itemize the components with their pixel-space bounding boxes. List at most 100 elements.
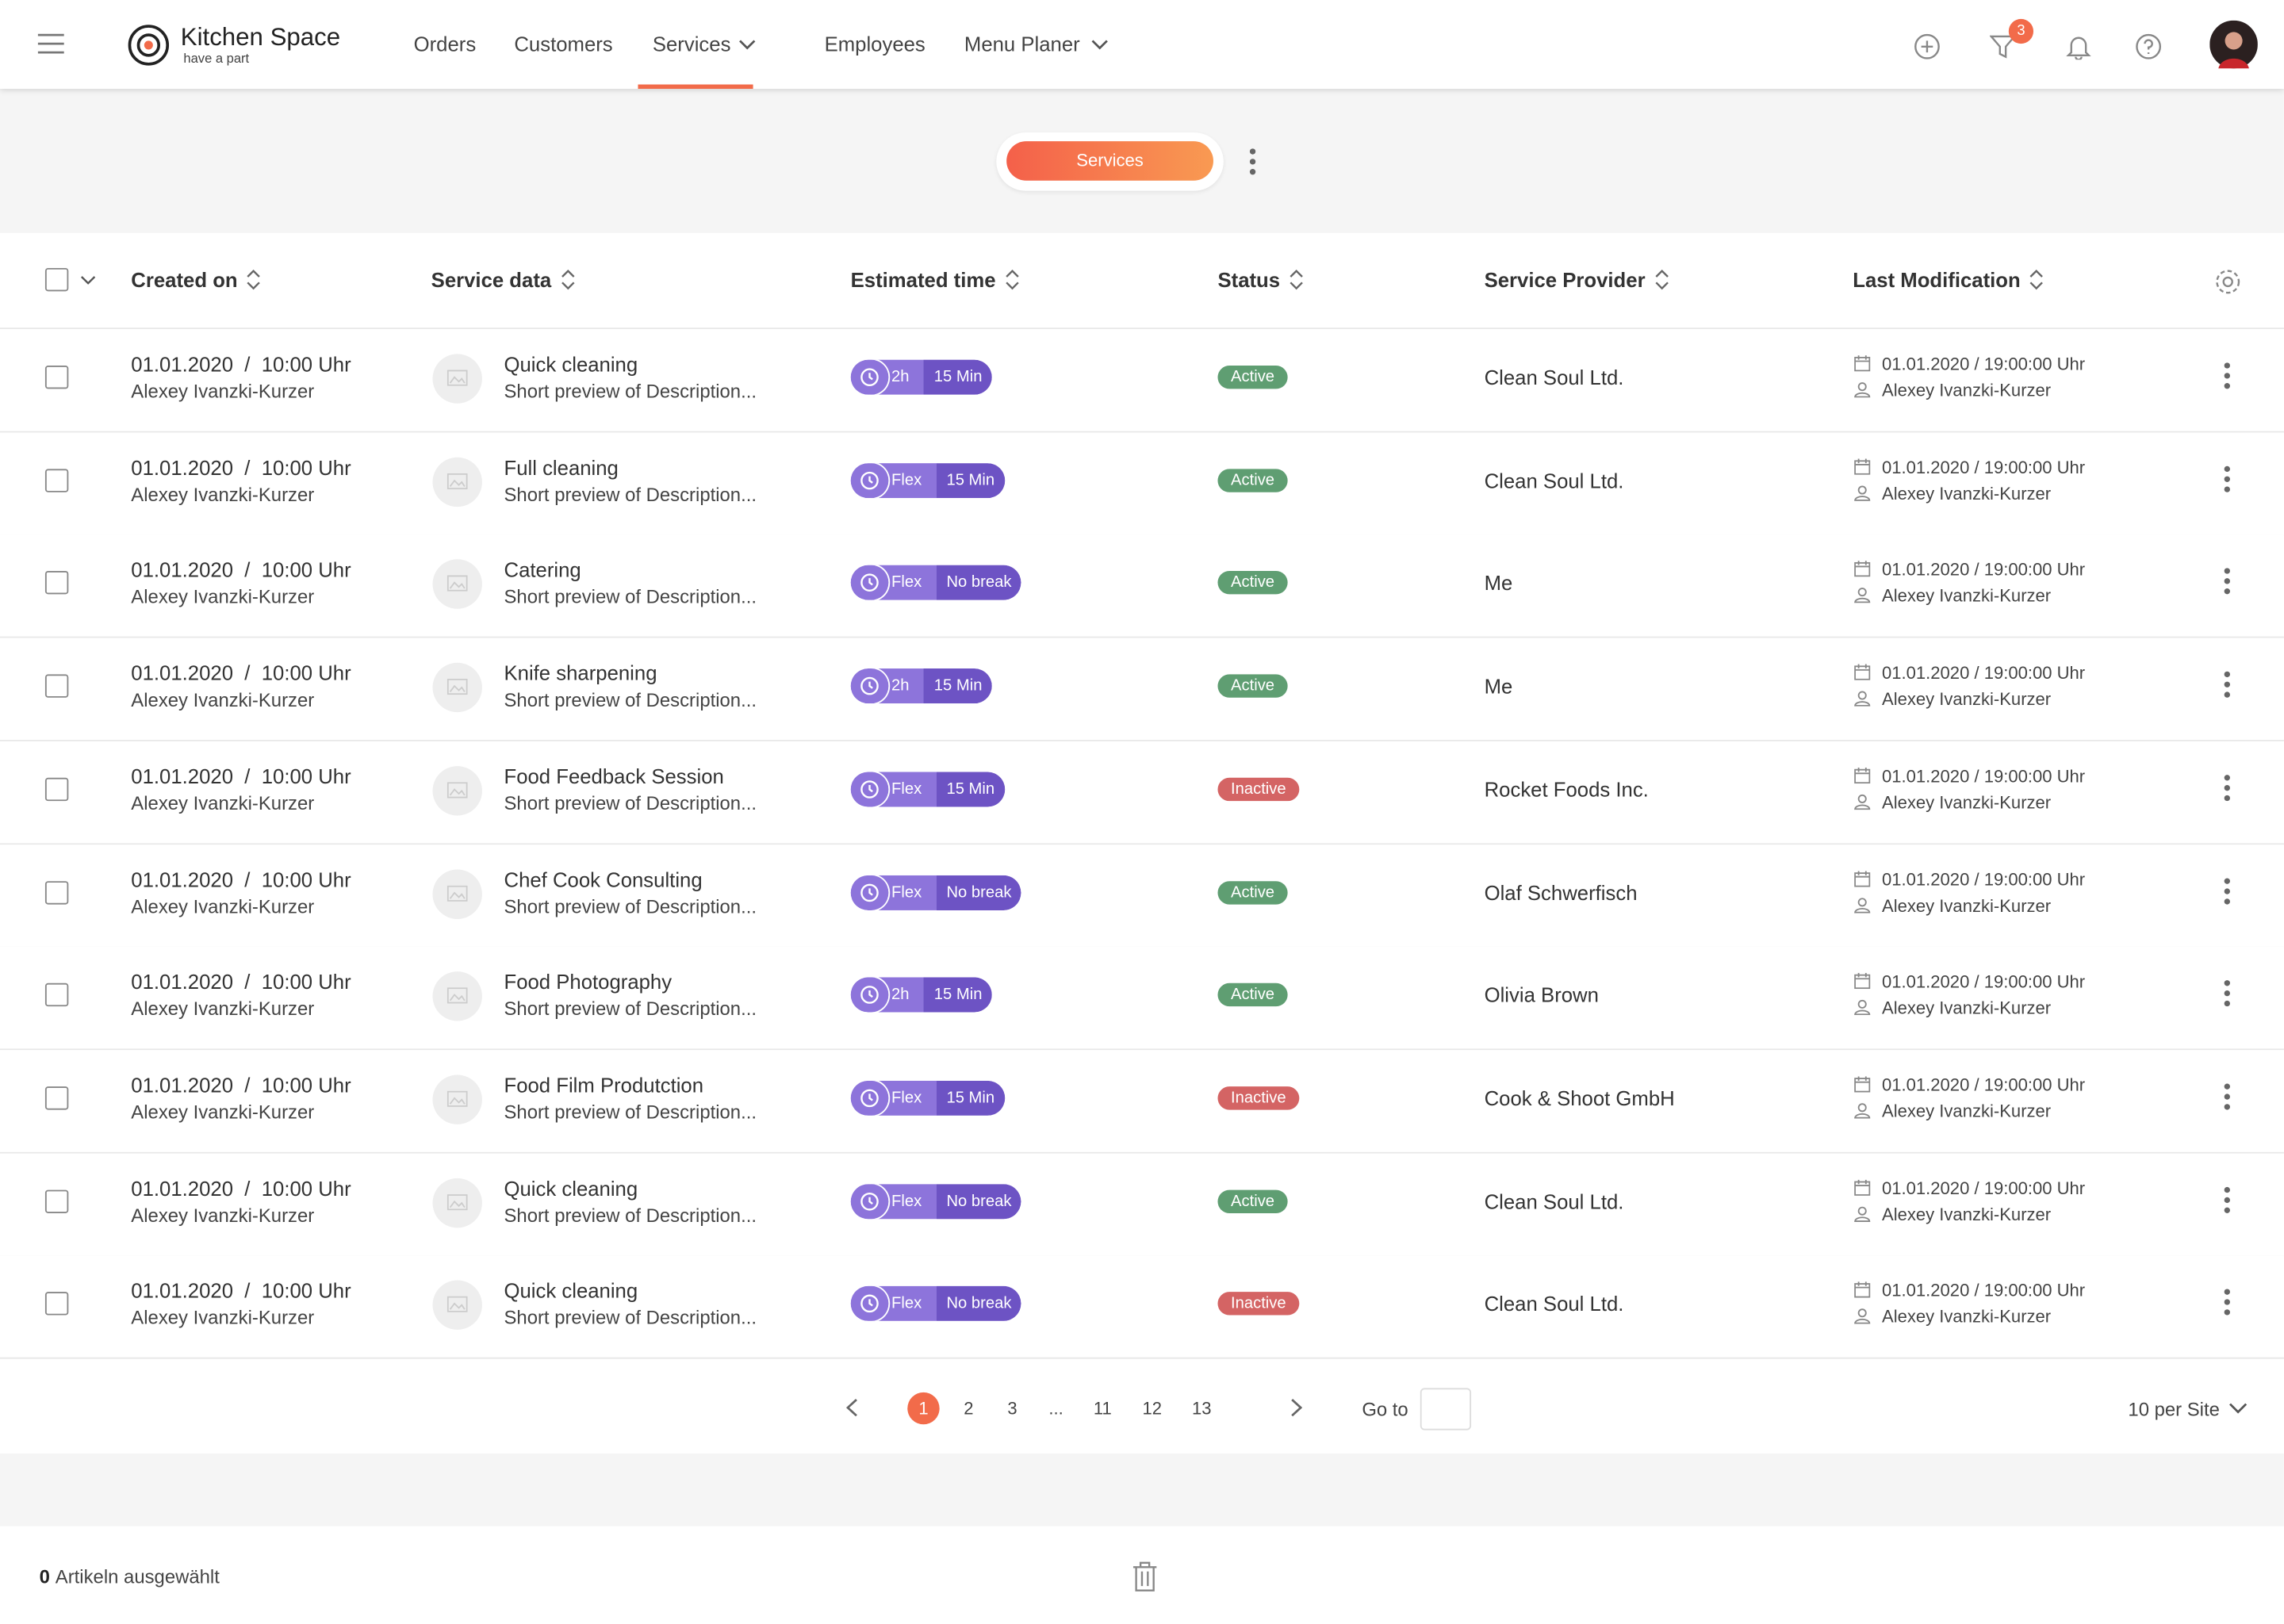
row-menu[interactable] (2224, 1289, 2230, 1320)
sort-icon (247, 269, 261, 290)
modified-by: Alexey Ivanzki-Kurzer (1882, 998, 2052, 1019)
created-date: 01.01.2020 / 10:00 Uhr (131, 1073, 351, 1097)
table-row[interactable]: 01.01.2020 / 10:00 Uhr Alexey Ivanzki-Kur… (0, 1050, 2284, 1154)
thumbnail (432, 1178, 482, 1228)
modified: 01.01.2020 / 19:00:00 Uhr (1882, 1178, 2086, 1198)
calendar-icon (1854, 661, 1871, 688)
row-menu[interactable] (2224, 774, 2230, 806)
clock-icon (860, 883, 879, 902)
table-row[interactable]: 01.01.2020 / 10:00 Uhr Alexey Ivanzki-Kur… (0, 1152, 2284, 1257)
modified: 01.01.2020 / 19:00:00 Uhr (1882, 765, 2086, 787)
created-date: 01.01.2020 / 10:00 Uhr (131, 867, 351, 891)
nav-item[interactable]: Menu Planer (964, 32, 1080, 56)
column-header[interactable]: Service Provider (1485, 268, 1669, 291)
page-number[interactable]: 12 (1142, 1398, 1163, 1419)
table-row[interactable]: 01.01.2020 / 10:00 Uhr Alexey Ivanzki-Kur… (0, 741, 2284, 845)
row-checkbox[interactable] (44, 1086, 69, 1110)
row-checkbox[interactable] (44, 777, 69, 801)
row-checkbox[interactable] (44, 880, 69, 904)
table-row[interactable]: 01.01.2020 / 10:00 Uhr Alexey Ivanzki-Kur… (0, 1255, 2284, 1360)
settings-icon[interactable] (2214, 268, 2242, 296)
delete-icon[interactable] (1132, 1561, 1158, 1592)
user-icon (1853, 791, 1871, 817)
row-menu[interactable] (2224, 569, 2230, 599)
duration-part: 15 Min (936, 1080, 1005, 1116)
row-menu[interactable] (2224, 362, 2230, 393)
menu-icon[interactable] (37, 33, 64, 54)
column-title: Last Modification (1853, 267, 2021, 292)
help-icon[interactable] (2136, 33, 2162, 59)
status-badge: Active (1217, 1189, 1288, 1213)
provider: Clean Soul Ltd. (1484, 366, 1624, 389)
row-menu[interactable] (2224, 980, 2230, 1011)
column-header[interactable]: Created on (131, 268, 261, 291)
add-icon[interactable] (1914, 33, 1940, 59)
row-checkbox[interactable] (44, 1189, 69, 1213)
table-row[interactable]: 01.01.2020 / 10:00 Uhr Alexey Ivanzki-Kur… (0, 329, 2284, 433)
duration-pill: Flex No break (850, 874, 1022, 910)
status-badge: Active (1217, 983, 1288, 1007)
duration-pill: Flex 15 Min (850, 772, 1005, 807)
service-description: Short preview of Description... (504, 688, 757, 711)
row-menu[interactable] (2224, 465, 2230, 496)
row-menu[interactable] (2224, 1083, 2230, 1114)
page-number[interactable]: 3 (1007, 1398, 1017, 1419)
row-menu[interactable] (2224, 671, 2230, 703)
avatar[interactable] (2209, 20, 2258, 69)
modified-by: Alexey Ivanzki-Kurzer (1882, 1307, 2052, 1327)
more-icon[interactable] (1249, 148, 1256, 179)
nav-item[interactable]: Employees (824, 32, 925, 56)
clock-icon (860, 1089, 879, 1107)
select-all[interactable] (44, 267, 69, 292)
table-row[interactable]: 01.01.2020 / 10:00 Uhr Alexey Ivanzki-Kur… (0, 844, 2284, 948)
bell-icon[interactable] (2065, 33, 2091, 60)
row-checkbox[interactable] (44, 366, 69, 389)
service-description: Short preview of Description... (504, 894, 757, 917)
row-checkbox[interactable] (44, 1292, 69, 1316)
column-header[interactable]: Service data (431, 268, 575, 291)
service-description: Short preview of Description... (504, 380, 757, 402)
chevron (81, 276, 96, 285)
page-number[interactable]: 11 (1093, 1398, 1112, 1419)
page-number[interactable]: ... (1048, 1398, 1063, 1419)
nav-item[interactable]: Services (652, 32, 731, 56)
column-header[interactable]: Estimated time (851, 268, 1019, 291)
table-row[interactable]: 01.01.2020 / 10:00 Uhr Alexey Ivanzki-Kur… (0, 947, 2284, 1051)
row-checkbox[interactable] (44, 468, 69, 492)
thumbnail (432, 1074, 482, 1124)
page-number[interactable]: 1 (907, 1392, 940, 1425)
table-row[interactable]: 01.01.2020 / 10:00 Uhr Alexey Ivanzki-Kur… (0, 431, 2284, 536)
image-icon (446, 1193, 468, 1210)
calendar-icon (1854, 352, 1871, 378)
table-row[interactable]: 01.01.2020 / 10:00 Uhr Alexey Ivanzki-Kur… (0, 638, 2284, 742)
page-number[interactable]: 13 (1191, 1398, 1212, 1419)
clock (850, 977, 889, 1013)
modified-by: Alexey Ivanzki-Kurzer (1882, 586, 2052, 607)
row-checkbox[interactable] (44, 571, 69, 596)
image-icon (446, 884, 468, 901)
row-menu[interactable] (2224, 877, 2230, 909)
column-title: Service Provider (1484, 267, 1646, 292)
row-menu[interactable] (2224, 1186, 2230, 1217)
next-page[interactable] (1290, 1398, 1303, 1417)
column-header[interactable]: Status (1217, 268, 1303, 291)
goto-input[interactable] (1420, 1388, 1472, 1431)
per-page[interactable]: 10 per Site (2128, 1398, 2220, 1420)
user-icon (1853, 379, 1871, 405)
clock-icon (860, 1295, 879, 1313)
page-number[interactable]: 2 (964, 1398, 974, 1419)
tab-button[interactable]: Services (1006, 141, 1213, 181)
prev-page[interactable] (846, 1398, 858, 1417)
column-header[interactable]: Last Modification (1853, 268, 2044, 291)
modified: 01.01.2020 / 19:00:00 Uhr (1882, 662, 2086, 684)
service-name: Chef Cook Consulting (504, 867, 703, 891)
service-name: Food Photography (504, 970, 673, 994)
table-row[interactable]: 01.01.2020 / 10:00 Uhr Alexey Ivanzki-Kur… (0, 534, 2284, 639)
nav-item[interactable]: Orders (413, 32, 477, 56)
duration-pill: Flex 15 Min (850, 1080, 1005, 1116)
row-checkbox[interactable] (44, 983, 69, 1007)
creator: Alexey Ivanzki-Kurzer (131, 1307, 315, 1329)
nav-item[interactable]: Customers (514, 32, 613, 56)
user-icon (1853, 688, 1871, 714)
row-checkbox[interactable] (44, 674, 69, 698)
